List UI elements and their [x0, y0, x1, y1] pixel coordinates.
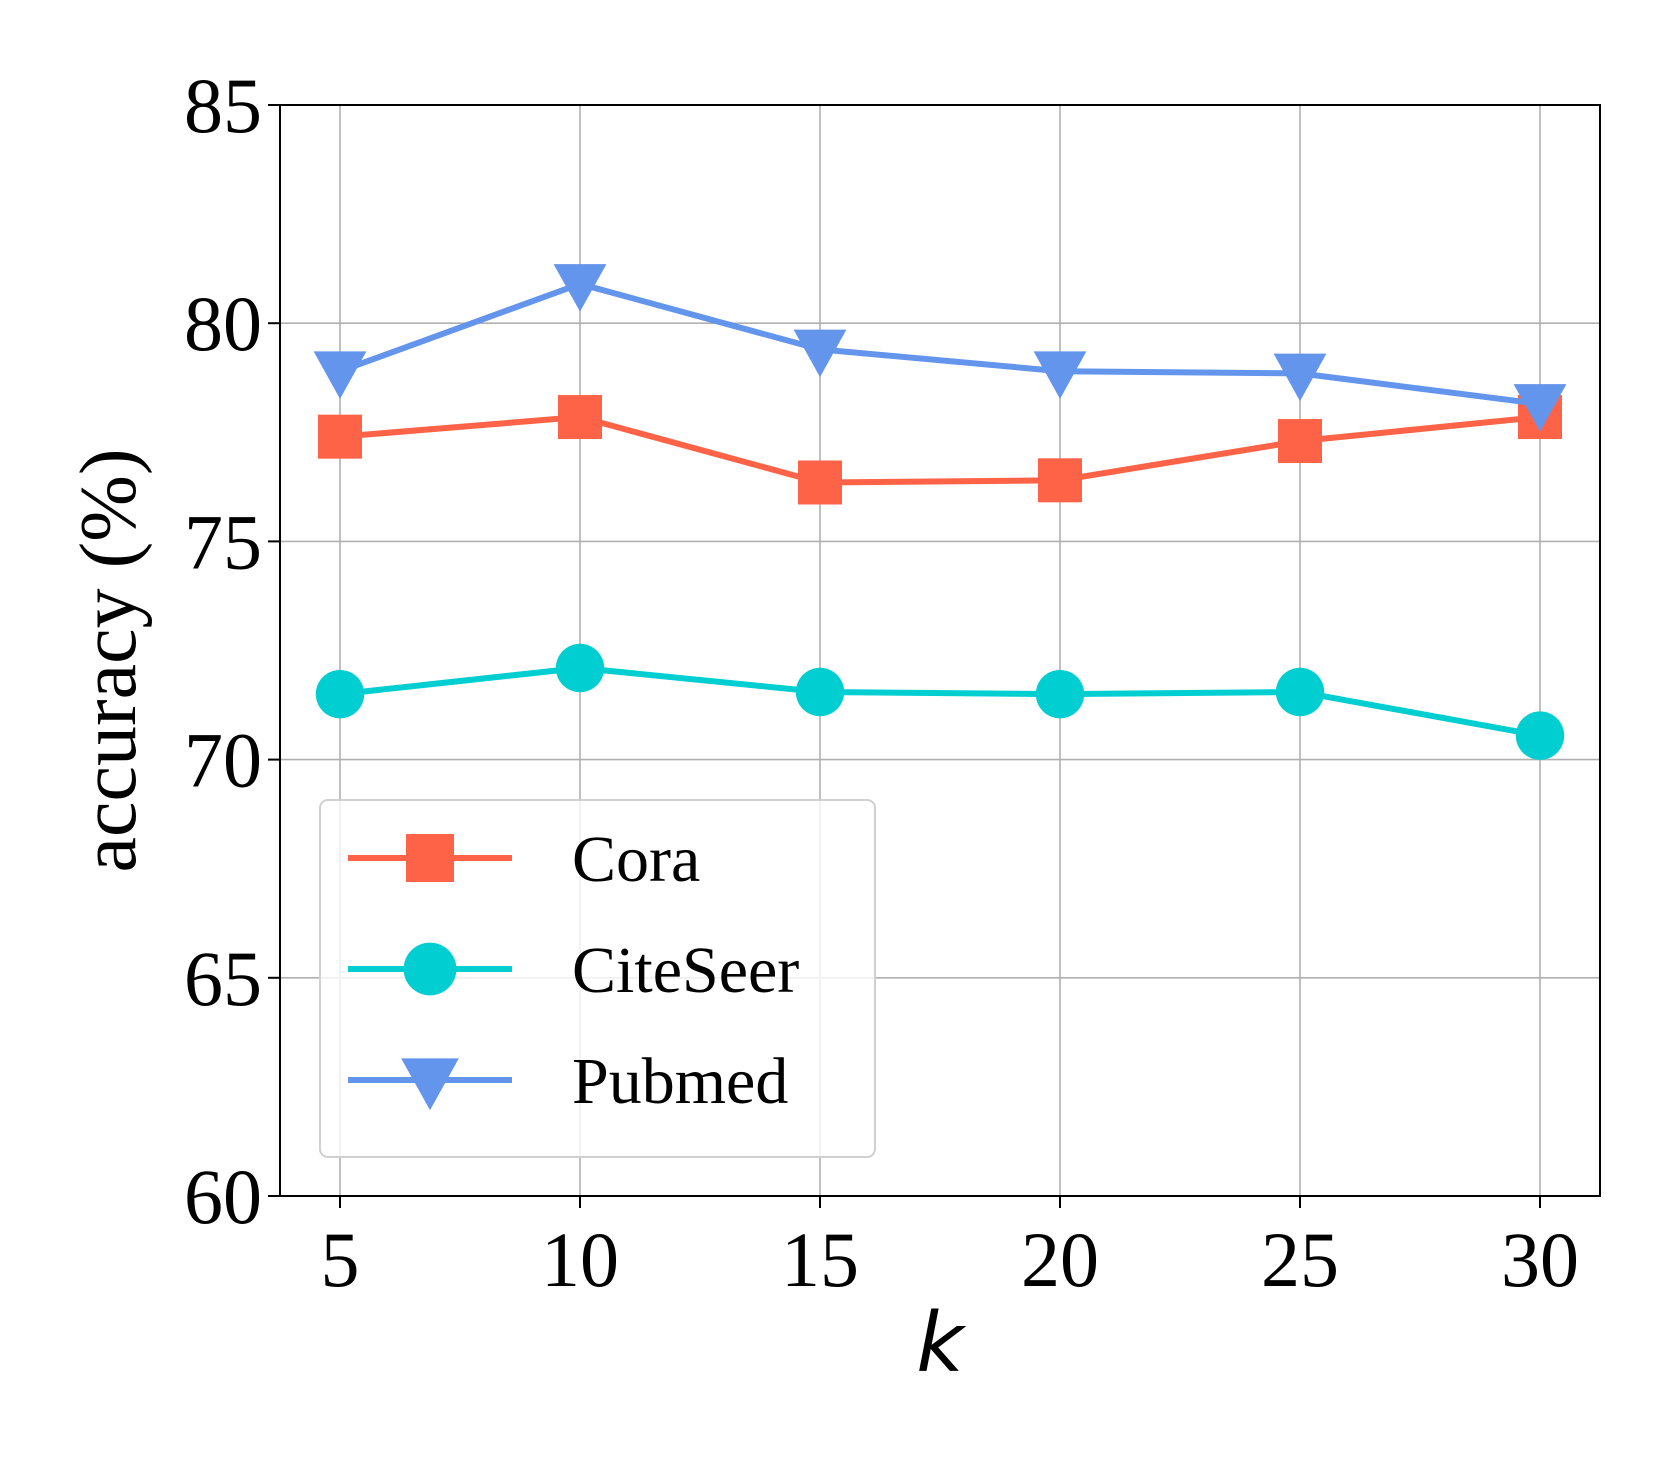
data-point-citeseer — [1035, 669, 1085, 719]
series-line-pubmed — [338, 280, 1541, 407]
y-tick-label: 70 — [184, 717, 262, 804]
legend-marker-pubmed — [401, 1058, 459, 1111]
legend-label-cora: Cora — [572, 823, 700, 896]
legend: Cora CiteSeer Pubmed — [319, 799, 876, 1158]
legend-item-pubmed: Pubmed — [348, 1045, 788, 1118]
legend-item-cora: Cora — [348, 823, 700, 896]
x-tick-label: 25 — [1261, 1216, 1339, 1303]
data-point-citeseer — [1515, 711, 1565, 760]
data-point-pubmed — [1033, 351, 1087, 399]
plot-frame — [279, 104, 1601, 1197]
data-point-cora — [558, 395, 602, 440]
y-tick-label: 65 — [184, 935, 262, 1022]
data-point-citeseer — [555, 643, 605, 693]
data-point-citeseer — [315, 669, 365, 719]
data-point-cora — [1038, 458, 1082, 503]
y-tick-label: 60 — [184, 1153, 262, 1240]
series-line-cora — [339, 414, 1541, 486]
y-tick-label: 85 — [184, 62, 262, 149]
legend-marker-cora — [406, 834, 454, 882]
x-tick-label: 30 — [1501, 1216, 1579, 1303]
data-point-pubmed — [553, 264, 607, 312]
legend-marker-citeseer — [403, 942, 457, 996]
series-line-citeseer — [339, 664, 1541, 739]
y-tick-label: 75 — [184, 498, 262, 585]
legend-label-citeseer: CiteSeer — [572, 934, 799, 1007]
data-point-pubmed — [1273, 353, 1327, 402]
data-point-citeseer — [1275, 667, 1325, 717]
x-tick-label: 20 — [1021, 1216, 1099, 1303]
data-point-cora — [798, 460, 842, 505]
data-point-pubmed — [793, 329, 847, 378]
legend-box — [319, 799, 876, 1158]
data-point-citeseer — [795, 667, 845, 717]
data-series — [313, 264, 1567, 760]
legend-label-pubmed: Pubmed — [572, 1045, 788, 1118]
legend-item-citeseer: CiteSeer — [348, 934, 799, 1007]
data-point-cora — [318, 414, 362, 459]
series-citeseer — [315, 643, 1565, 760]
axis-ticks: 5 10 15 20 25 30 60 65 70 75 80 85 — [184, 62, 1579, 1303]
y-axis-label: accuracy (%) — [65, 448, 153, 872]
data-point-pubmed — [313, 351, 367, 399]
x-axis-label: k — [916, 1296, 967, 1391]
y-tick-label: 80 — [184, 280, 262, 367]
x-tick-label: 15 — [781, 1216, 859, 1303]
x-tick-label: 5 — [321, 1216, 360, 1303]
x-tick-label: 10 — [541, 1216, 619, 1303]
data-point-cora — [1278, 419, 1322, 464]
series-pubmed — [313, 264, 1567, 432]
data-point-pubmed — [1513, 384, 1567, 432]
legend-items: Cora CiteSeer Pubmed — [348, 823, 799, 1118]
